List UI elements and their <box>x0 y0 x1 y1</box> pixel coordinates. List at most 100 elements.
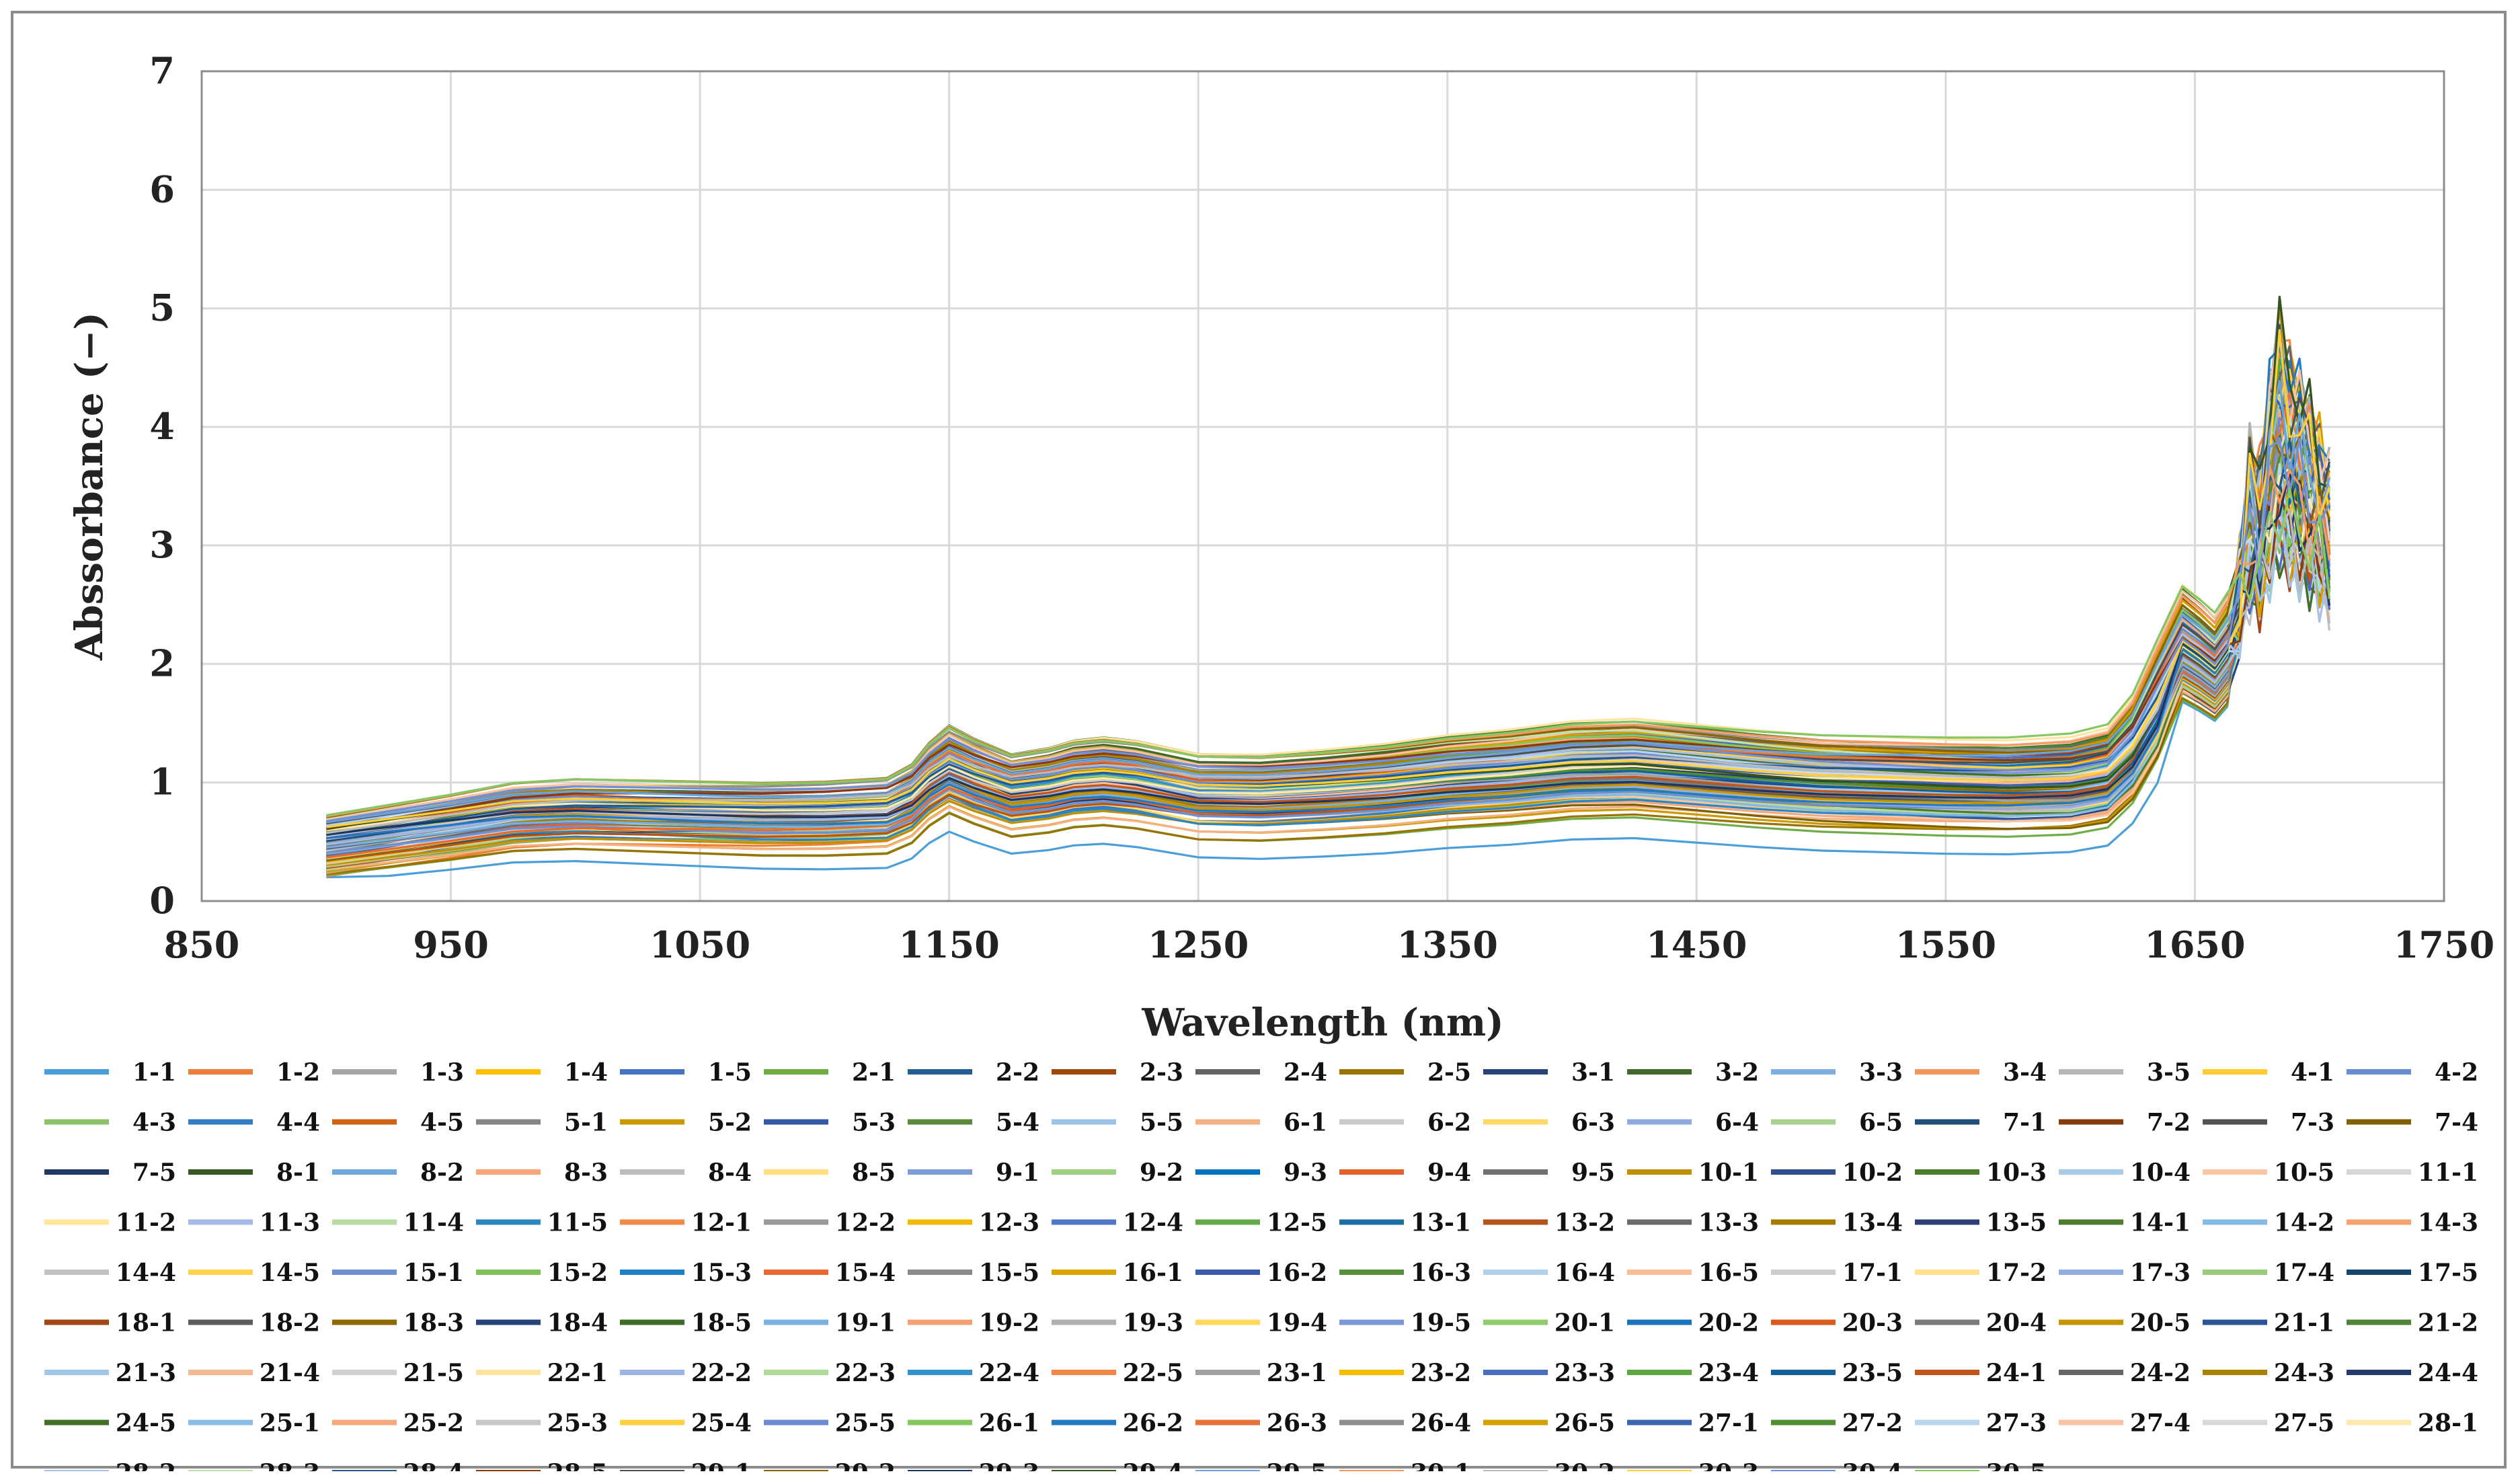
legend-label: 15-2 <box>547 1259 608 1287</box>
legend-label: 20-5 <box>2130 1309 2191 1337</box>
legend-label: 6-2 <box>1427 1109 1471 1137</box>
series-line-28-5 <box>326 494 2330 830</box>
legend-label: 12-3 <box>979 1209 1039 1237</box>
legend-label: 13-4 <box>1842 1209 1903 1237</box>
y-tick-label: 0 <box>149 879 175 922</box>
chart-frame: 0 1 2 3 4 5 6 7 850 950 1050 1150 1250 1350 1450 1550 1… <box>11 11 2507 1471</box>
legend-label: 7-1 <box>2003 1109 2047 1137</box>
legend-label: 25-2 <box>403 1409 464 1438</box>
plot-area-border <box>200 70 2445 902</box>
legend-label: 4-2 <box>2435 1058 2478 1087</box>
legend-label: 10-4 <box>2130 1159 2191 1187</box>
legend-label: 14-3 <box>2418 1209 2478 1237</box>
legend-label: 9-5 <box>1571 1159 1615 1187</box>
legend-label: 19-4 <box>1267 1309 1327 1337</box>
legend-label: 3-4 <box>2003 1058 2047 1087</box>
legend-label: 30-3 <box>1698 1459 1759 1471</box>
legend-label: 3-5 <box>2147 1058 2191 1087</box>
series-line-30-3 <box>326 329 2331 828</box>
legend-label: 21-1 <box>2274 1309 2334 1337</box>
legend-label: 4-3 <box>132 1109 176 1137</box>
x-tick-label: 1150 <box>899 923 1000 966</box>
legend-label: 14-4 <box>116 1259 176 1287</box>
legend-label: 1-4 <box>564 1058 608 1087</box>
series-lines <box>325 295 2331 879</box>
legend-label: 6-3 <box>1571 1109 1615 1137</box>
legend-label: 17-5 <box>2418 1259 2478 1287</box>
legend-label: 18-4 <box>547 1309 608 1337</box>
legend-label: 24-2 <box>2130 1359 2191 1387</box>
legend-label: 1-3 <box>420 1058 464 1087</box>
legend-label: 10-5 <box>2274 1159 2334 1187</box>
legend-label: 30-5 <box>1986 1459 2047 1471</box>
legend-label: 13-3 <box>1698 1209 1759 1237</box>
legend-label: 7-2 <box>2147 1109 2191 1137</box>
x-tick-label: 1450 <box>1646 923 1747 966</box>
legend-label: 21-2 <box>2418 1309 2478 1337</box>
legend-label: 9-2 <box>1140 1159 1183 1187</box>
legend-label: 8-2 <box>420 1159 464 1187</box>
legend-label: 13-1 <box>1411 1209 1471 1237</box>
legend-label: 25-5 <box>835 1409 896 1438</box>
legend-label: 28-1 <box>2418 1409 2478 1438</box>
legend-label: 16-1 <box>1123 1259 1183 1287</box>
series-line-30-2 <box>326 508 2331 834</box>
legend-label: 17-4 <box>2274 1259 2334 1287</box>
series-line-30-5 <box>326 487 2331 817</box>
legend-label: 2-3 <box>1140 1058 1183 1087</box>
legend-label: 7-3 <box>2291 1109 2334 1137</box>
legend-label: 5-5 <box>1140 1109 1183 1137</box>
x-tick-label: 1650 <box>2144 923 2245 966</box>
legend-label: 30-4 <box>1842 1459 1903 1471</box>
legend-label: 12-2 <box>835 1209 896 1237</box>
spectra-chart: 0 1 2 3 4 5 6 7 850 950 1050 1150 1250 1350 1450 1550 1… <box>44 49 2495 1471</box>
legend-label: 6-5 <box>1859 1109 1903 1137</box>
legend-label: 8-1 <box>276 1159 320 1187</box>
legend-label: 11-4 <box>403 1209 464 1237</box>
legend-label: 1-1 <box>132 1058 176 1087</box>
x-tick-labels: 850 950 1050 1150 1250 1350 1450 1550 1650 1750 <box>164 923 2495 966</box>
legend-label: 18-2 <box>260 1309 320 1337</box>
legend-label: 24-4 <box>2418 1359 2478 1387</box>
legend-label: 24-5 <box>116 1409 176 1438</box>
legend-label: 22-1 <box>547 1359 608 1387</box>
legend-label: 10-2 <box>1842 1159 1903 1187</box>
x-tick-label: 850 <box>164 923 240 966</box>
legend-label: 11-3 <box>260 1209 320 1237</box>
legend-label: 16-3 <box>1411 1259 1471 1287</box>
legend-label: 22-4 <box>979 1359 1039 1387</box>
legend-label: 2-5 <box>1427 1058 1471 1087</box>
legend-label: 13-5 <box>1986 1209 2047 1237</box>
legend-label: 30-1 <box>1411 1459 1471 1471</box>
legend-label: 29-4 <box>1123 1459 1183 1471</box>
legend-label: 15-3 <box>691 1259 752 1287</box>
x-tick-label: 1750 <box>2394 923 2494 966</box>
legend-label: 4-1 <box>2291 1058 2334 1087</box>
legend-label: 1-2 <box>276 1058 320 1087</box>
x-tick-label: 1550 <box>1895 923 1996 966</box>
legend-label: 17-2 <box>1986 1259 2047 1287</box>
legend-label: 19-1 <box>835 1309 896 1337</box>
x-tick-label: 1350 <box>1397 923 1498 966</box>
legend-label: 21-4 <box>260 1359 320 1387</box>
y-tick-label: 4 <box>149 405 175 448</box>
legend-label: 6-1 <box>1284 1109 1327 1137</box>
legend-label: 24-3 <box>2274 1359 2334 1387</box>
legend-label: 20-1 <box>1554 1309 1615 1337</box>
legend-label: 7-5 <box>132 1159 176 1187</box>
legend-label: 28-3 <box>260 1459 320 1471</box>
legend-label: 4-5 <box>420 1109 464 1137</box>
legend-label: 20-2 <box>1698 1309 1759 1337</box>
legend-label: 3-2 <box>1715 1058 1759 1087</box>
legend-label: 21-3 <box>116 1359 176 1387</box>
legend-label: 28-5 <box>547 1459 608 1471</box>
legend-label: 12-5 <box>1267 1209 1327 1237</box>
legend-label: 5-4 <box>996 1109 1039 1137</box>
legend-label: 18-1 <box>116 1309 176 1337</box>
legend-label: 19-3 <box>1123 1309 1183 1337</box>
legend-label: 10-3 <box>1986 1159 2047 1187</box>
x-axis-title: Wavelength (nm) <box>1141 1001 1503 1045</box>
legend-label: 26-3 <box>1267 1409 1327 1438</box>
legend-label: 15-4 <box>835 1259 896 1287</box>
legend-label: 25-4 <box>691 1409 752 1438</box>
